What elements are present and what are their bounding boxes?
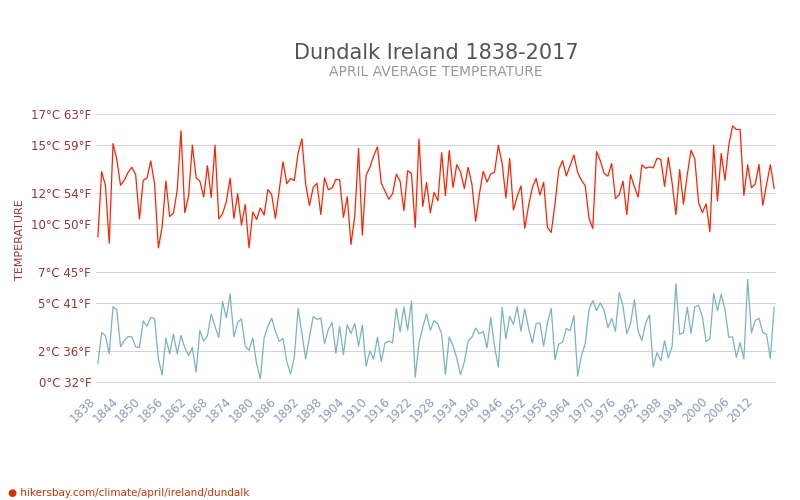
Text: ● hikersbay.com/climate/april/ireland/dundalk: ● hikersbay.com/climate/april/ireland/du… bbox=[8, 488, 250, 498]
Title: Dundalk Ireland 1838-2017: Dundalk Ireland 1838-2017 bbox=[294, 44, 578, 64]
Y-axis label: TEMPERATURE: TEMPERATURE bbox=[15, 200, 26, 280]
Text: APRIL AVERAGE TEMPERATURE: APRIL AVERAGE TEMPERATURE bbox=[329, 66, 543, 80]
